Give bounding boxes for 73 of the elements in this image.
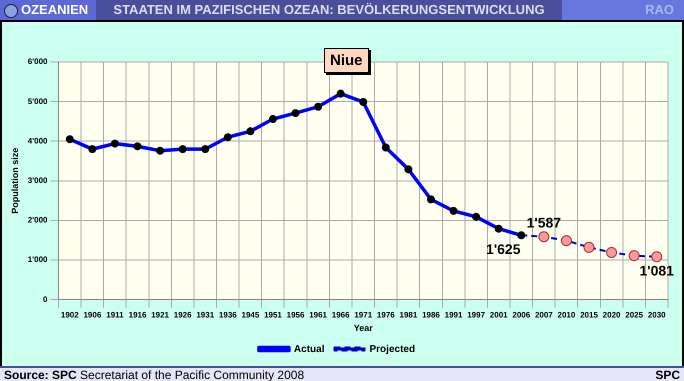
x-axis-title: Year <box>354 323 374 334</box>
point <box>382 144 390 152</box>
data-label: 1'587 <box>526 214 562 231</box>
point <box>178 145 187 154</box>
point <box>246 127 254 136</box>
chart-title: STAATEN IM PAZIFISCHEN OZEAN: BEVÖLKERUNGSENTWICKLUNG <box>112 1 546 19</box>
point <box>88 145 96 154</box>
point <box>494 224 503 233</box>
data-label: 1'081 <box>639 262 674 279</box>
x-tick-label: 2020 <box>602 310 622 320</box>
text: SPC <box>655 368 680 381</box>
point <box>583 242 594 253</box>
point <box>66 135 74 144</box>
x-tick-label: 1945 <box>241 310 260 320</box>
point <box>517 231 526 240</box>
point <box>134 142 142 150</box>
point <box>292 109 300 118</box>
x-tick-label: 1936 <box>218 310 238 320</box>
x-tick-label: 2010 <box>558 310 576 320</box>
x-tick-label: 2015 <box>580 310 598 320</box>
x-tick-label: 1916 <box>128 310 147 320</box>
x-tick-label: 1956 <box>286 310 305 320</box>
x-tick-label: 1926 <box>174 310 192 320</box>
x-tick-label: 1991 <box>444 310 463 320</box>
point <box>426 195 435 204</box>
point <box>628 250 640 262</box>
x-tick-label: 1986 <box>422 310 440 320</box>
y-tick-label: 3'000 <box>28 176 48 186</box>
point <box>268 115 277 124</box>
x-tick-label: 1951 <box>264 310 282 320</box>
text: RAO <box>645 2 675 17</box>
point <box>359 98 368 106</box>
y-tick-label: 6'000 <box>28 57 48 66</box>
x-tick-label: 2006 <box>512 310 531 320</box>
x-tick-label: 2030 <box>648 310 666 320</box>
point <box>538 231 550 242</box>
x-tick-label: 1931 <box>196 310 215 320</box>
y-tick-label: 5'000 <box>28 96 48 106</box>
point <box>110 140 119 148</box>
point <box>560 235 572 246</box>
point <box>336 90 345 98</box>
y-tick-label: 0 <box>43 294 48 304</box>
legend-label: Actual <box>294 344 325 355</box>
x-tick-label: 1981 <box>400 310 418 320</box>
text: OZEANIEN <box>21 1 88 19</box>
x-tick-label: 1911 <box>106 310 124 320</box>
data-label: 1'625 <box>486 241 521 258</box>
point <box>314 102 322 111</box>
x-tick-label: 2007 <box>534 310 554 320</box>
chart-subtitle: Niue <box>324 48 369 73</box>
point <box>156 146 164 155</box>
y-tick-label: 2'000 <box>28 216 48 225</box>
point <box>201 145 210 154</box>
y-tick-label: 4'000 <box>28 136 48 146</box>
x-tick-label: 2025 <box>625 310 644 320</box>
y-tick-label: 1'000 <box>28 255 48 264</box>
x-tick-label: 1971 <box>354 310 373 320</box>
x-tick-label: 1966 <box>332 310 350 320</box>
point <box>606 246 618 258</box>
x-tick-label: 1906 <box>83 310 102 320</box>
x-tick-label: 2001 <box>490 310 508 320</box>
y-axis-title: Population size <box>10 148 20 214</box>
point <box>404 165 412 174</box>
point <box>651 251 662 262</box>
legend-label: Projected <box>369 344 416 355</box>
point <box>472 212 480 221</box>
x-tick-label: 1976 <box>376 310 396 320</box>
x-tick-label: 1921 <box>151 310 170 320</box>
point <box>224 133 232 142</box>
point <box>450 206 458 215</box>
x-tick-label: 1997 <box>467 310 486 320</box>
x-tick-label: 1902 <box>60 310 80 320</box>
x-tick-label: 1961 <box>309 310 328 320</box>
